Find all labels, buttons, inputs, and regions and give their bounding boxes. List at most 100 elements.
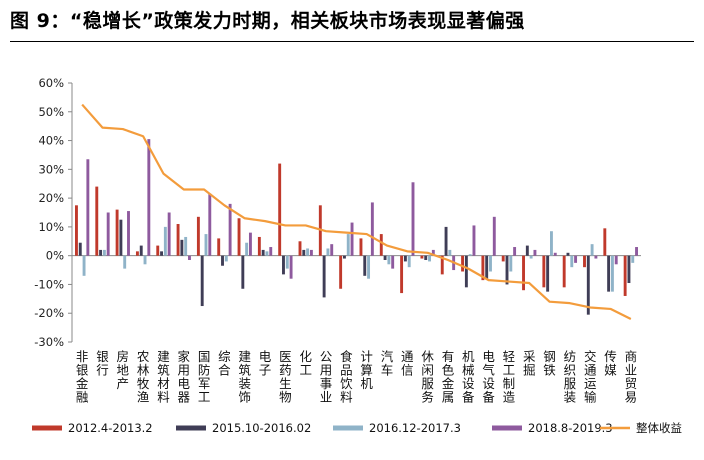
bar-1-17 xyxy=(400,256,403,293)
bar-2-10 xyxy=(262,250,265,256)
bar-4-7 xyxy=(208,194,211,256)
bar-2-2 xyxy=(99,250,102,256)
x-tick-label: 商业贸易 xyxy=(625,349,638,405)
legend-label: 整体收益 xyxy=(636,421,682,435)
y-tick-label: 50% xyxy=(38,105,64,119)
bar-1-20 xyxy=(461,256,464,272)
y-tick-label: -20% xyxy=(34,306,64,320)
bar-4-10 xyxy=(269,247,272,256)
bar-4-13 xyxy=(330,244,333,256)
bar-1-7 xyxy=(197,217,200,256)
bar-3-27 xyxy=(611,256,614,292)
bar-3-7 xyxy=(205,234,208,256)
x-tick-label: 电气设备 xyxy=(482,349,495,405)
bar-3-26 xyxy=(591,244,594,256)
bar-2-16 xyxy=(384,256,387,260)
x-tick-label: 通信 xyxy=(401,349,414,378)
x-tick-label: 综合 xyxy=(218,349,231,378)
bar-4-4 xyxy=(147,139,150,256)
x-tick-label: 家用电器 xyxy=(178,349,191,405)
bar-2-13 xyxy=(323,256,326,298)
bar-4-27 xyxy=(615,256,618,265)
x-tick-label: 休闲服务 xyxy=(421,349,434,405)
bar-3-17 xyxy=(408,256,411,268)
bar-4-23 xyxy=(533,250,536,256)
x-tick-label: 钢铁 xyxy=(543,349,556,378)
x-tick-label: 医药生物 xyxy=(279,349,292,405)
bar-1-22 xyxy=(502,256,505,262)
bar-3-13 xyxy=(326,248,329,255)
bar-3-21 xyxy=(489,256,492,272)
bar-3-15 xyxy=(367,256,370,279)
legend-label: 2016.12-2017.3 xyxy=(369,421,461,435)
bar-3-18 xyxy=(428,256,431,262)
bar-3-24 xyxy=(550,231,553,255)
bar-1-10 xyxy=(258,237,261,256)
bar-1-23 xyxy=(522,256,525,291)
x-tick-label: 食品饮料 xyxy=(340,349,353,405)
bar-1-28 xyxy=(624,256,627,296)
bar-1-27 xyxy=(603,228,606,255)
bar-2-12 xyxy=(302,250,305,256)
bar-2-15 xyxy=(363,256,366,276)
bar-3-14 xyxy=(347,234,350,256)
bar-2-20 xyxy=(465,256,468,288)
bar-3-5 xyxy=(164,227,167,256)
y-tick-label: 10% xyxy=(38,220,64,234)
bar-1-4 xyxy=(136,251,139,255)
bar-2-3 xyxy=(119,220,122,256)
bar-3-12 xyxy=(306,248,309,255)
x-tick-label: 交通运输 xyxy=(584,349,597,405)
x-tick-label: 房地产 xyxy=(117,349,130,391)
legend-swatch xyxy=(176,426,206,431)
bar-2-1 xyxy=(79,243,82,256)
x-tick-label: 国防军工 xyxy=(198,349,211,405)
bar-2-27 xyxy=(607,256,610,292)
bar-4-21 xyxy=(493,217,496,256)
bar-1-6 xyxy=(177,224,180,256)
bar-3-28 xyxy=(631,256,634,263)
y-tick-label: 60% xyxy=(38,76,64,90)
bar-2-23 xyxy=(526,246,529,256)
bar-3-2 xyxy=(103,250,106,256)
bar-2-11 xyxy=(282,256,285,275)
bar-1-14 xyxy=(339,256,342,289)
y-tick-label: -10% xyxy=(34,277,64,291)
bar-3-23 xyxy=(530,256,533,259)
bar-4-25 xyxy=(574,256,577,263)
x-tick-label: 非银金融 xyxy=(76,349,89,405)
category-labels: 非银金融银行房地产农林牧渔建筑材料家用电器国防军工综合建筑装饰电子医药生物化工公… xyxy=(76,349,637,405)
bar-3-25 xyxy=(570,256,573,268)
bar-1-26 xyxy=(583,256,586,268)
bar-3-11 xyxy=(286,256,289,269)
x-tick-label: 计算机 xyxy=(360,349,373,391)
bar-3-10 xyxy=(266,251,269,255)
x-tick-label: 公用事业 xyxy=(320,349,333,405)
axes: -30% -20% -10% 0% 10% 20% 30% 40% 50% 60% xyxy=(34,76,641,349)
bar-1-16 xyxy=(380,234,383,256)
bar-4-20 xyxy=(473,225,476,255)
bar-3-20 xyxy=(469,254,472,255)
bar-2-21 xyxy=(485,256,488,279)
bar-1-2 xyxy=(95,187,98,256)
bar-3-19 xyxy=(448,250,451,256)
bar-4-28 xyxy=(635,247,638,256)
bar-1-3 xyxy=(116,210,119,256)
bar-4-16 xyxy=(391,256,394,269)
bar-2-6 xyxy=(180,240,183,256)
bar-3-6 xyxy=(184,237,187,256)
y-tick-label: 0% xyxy=(46,249,64,263)
bar-4-15 xyxy=(371,202,374,255)
bar-4-9 xyxy=(249,233,252,256)
y-tick-label: 30% xyxy=(38,162,64,176)
bar-3-1 xyxy=(83,256,86,276)
x-tick-label: 机械设备 xyxy=(462,349,475,405)
bar-2-24 xyxy=(546,256,549,292)
x-tick-label: 电子 xyxy=(259,349,272,378)
legend-swatch xyxy=(333,426,363,431)
bar-1-25 xyxy=(563,256,566,288)
x-tick-label: 化工 xyxy=(299,349,312,378)
x-tick-label: 银行 xyxy=(96,349,109,378)
bar-3-9 xyxy=(245,243,248,256)
bar-3-22 xyxy=(509,256,512,272)
